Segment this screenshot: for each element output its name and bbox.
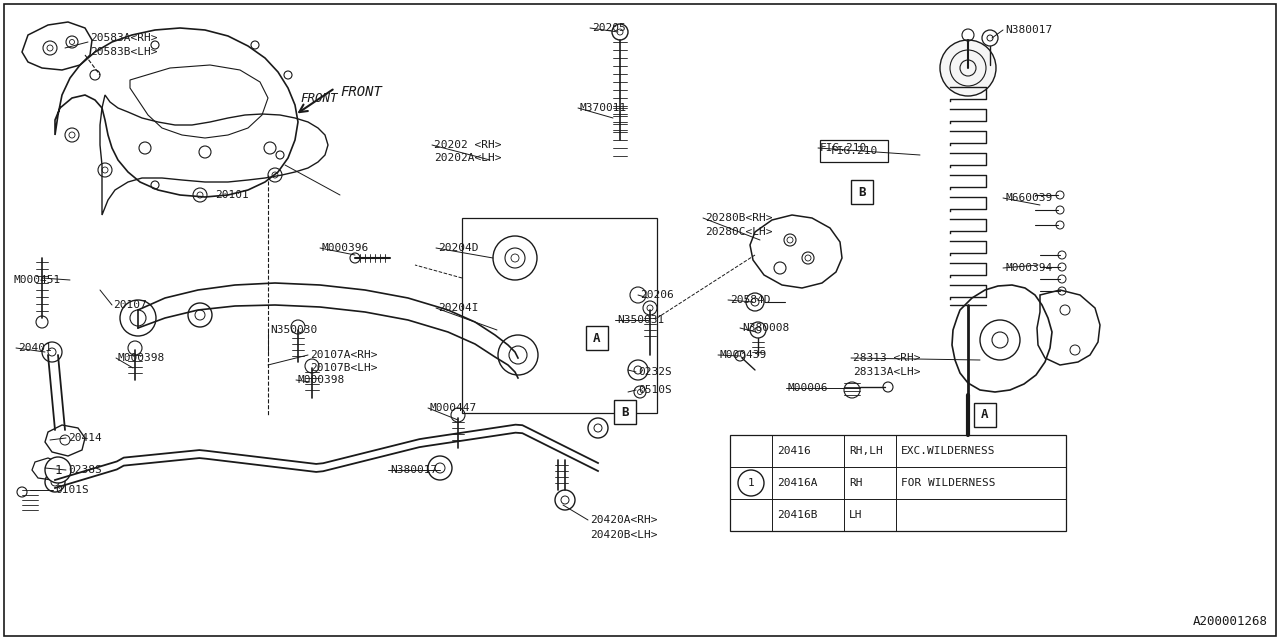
Text: 20416A: 20416A [777, 478, 818, 488]
Text: 20416B: 20416B [777, 510, 818, 520]
Text: RH: RH [849, 478, 863, 488]
Text: FIG.210: FIG.210 [831, 146, 878, 156]
Text: M000398: M000398 [118, 353, 165, 363]
Text: M660039: M660039 [1005, 193, 1052, 203]
Text: M000439: M000439 [719, 350, 767, 360]
Text: 0232S: 0232S [637, 367, 672, 377]
Bar [614, 400, 636, 424]
Text: 20280B<RH>: 20280B<RH> [705, 213, 773, 223]
Text: M000451: M000451 [14, 275, 61, 285]
Bar [462, 218, 657, 413]
Text: 20583B<LH>: 20583B<LH> [90, 47, 157, 57]
Circle shape [940, 40, 996, 96]
Text: N350031: N350031 [617, 315, 664, 325]
Circle shape [45, 457, 70, 483]
Bar [586, 326, 608, 350]
Text: 20204D: 20204D [438, 243, 479, 253]
Text: M000398: M000398 [298, 375, 346, 385]
Text: 20584D: 20584D [730, 295, 771, 305]
Text: M000447: M000447 [430, 403, 477, 413]
Text: 20107A<RH>: 20107A<RH> [310, 350, 378, 360]
Text: 0238S: 0238S [68, 465, 101, 475]
Bar [974, 403, 996, 427]
Text: 20101: 20101 [215, 190, 248, 200]
Text: A: A [982, 408, 988, 422]
Text: M000396: M000396 [323, 243, 369, 253]
Text: RH,LH: RH,LH [849, 446, 883, 456]
Text: A: A [593, 332, 600, 344]
Text: N380017: N380017 [390, 465, 438, 475]
Text: A200001268: A200001268 [1193, 615, 1268, 628]
Text: 28313 <RH>: 28313 <RH> [852, 353, 920, 363]
Circle shape [739, 470, 764, 496]
Text: N380017: N380017 [1005, 25, 1052, 35]
Text: 20204I: 20204I [438, 303, 479, 313]
Text: 20107B<LH>: 20107B<LH> [310, 363, 378, 373]
Text: B: B [859, 186, 865, 198]
Text: LH: LH [849, 510, 863, 520]
Text: 20414: 20414 [68, 433, 101, 443]
Text: 20401: 20401 [18, 343, 51, 353]
Text: 20416: 20416 [777, 446, 810, 456]
Bar [730, 435, 1066, 531]
Text: 20202 <RH>: 20202 <RH> [434, 140, 502, 150]
Text: 1: 1 [748, 478, 754, 488]
Text: EXC.WILDERNESS: EXC.WILDERNESS [901, 446, 996, 456]
Text: 0510S: 0510S [637, 385, 672, 395]
Text: 20205: 20205 [591, 23, 626, 33]
Text: FRONT: FRONT [340, 85, 381, 99]
Text: 28313A<LH>: 28313A<LH> [852, 367, 920, 377]
Text: 20280C<LH>: 20280C<LH> [705, 227, 773, 237]
Text: 20107: 20107 [113, 300, 147, 310]
Text: 20420B<LH>: 20420B<LH> [590, 530, 658, 540]
Text: 20583A<RH>: 20583A<RH> [90, 33, 157, 43]
Bar [851, 180, 873, 204]
Text: M00006: M00006 [788, 383, 828, 393]
Text: 1: 1 [54, 463, 61, 477]
Text: FOR WILDERNESS: FOR WILDERNESS [901, 478, 996, 488]
Text: 20206: 20206 [640, 290, 673, 300]
Text: FIG.210: FIG.210 [820, 143, 868, 153]
Text: 20202A<LH>: 20202A<LH> [434, 153, 502, 163]
Text: N350030: N350030 [270, 325, 317, 335]
Text: N380008: N380008 [742, 323, 790, 333]
Text: 0101S: 0101S [55, 485, 88, 495]
Text: M000394: M000394 [1005, 263, 1052, 273]
Text: B: B [621, 406, 628, 419]
Text: M370011: M370011 [580, 103, 627, 113]
Text: 20420A<RH>: 20420A<RH> [590, 515, 658, 525]
Bar [820, 140, 888, 162]
Text: FRONT: FRONT [300, 92, 338, 104]
